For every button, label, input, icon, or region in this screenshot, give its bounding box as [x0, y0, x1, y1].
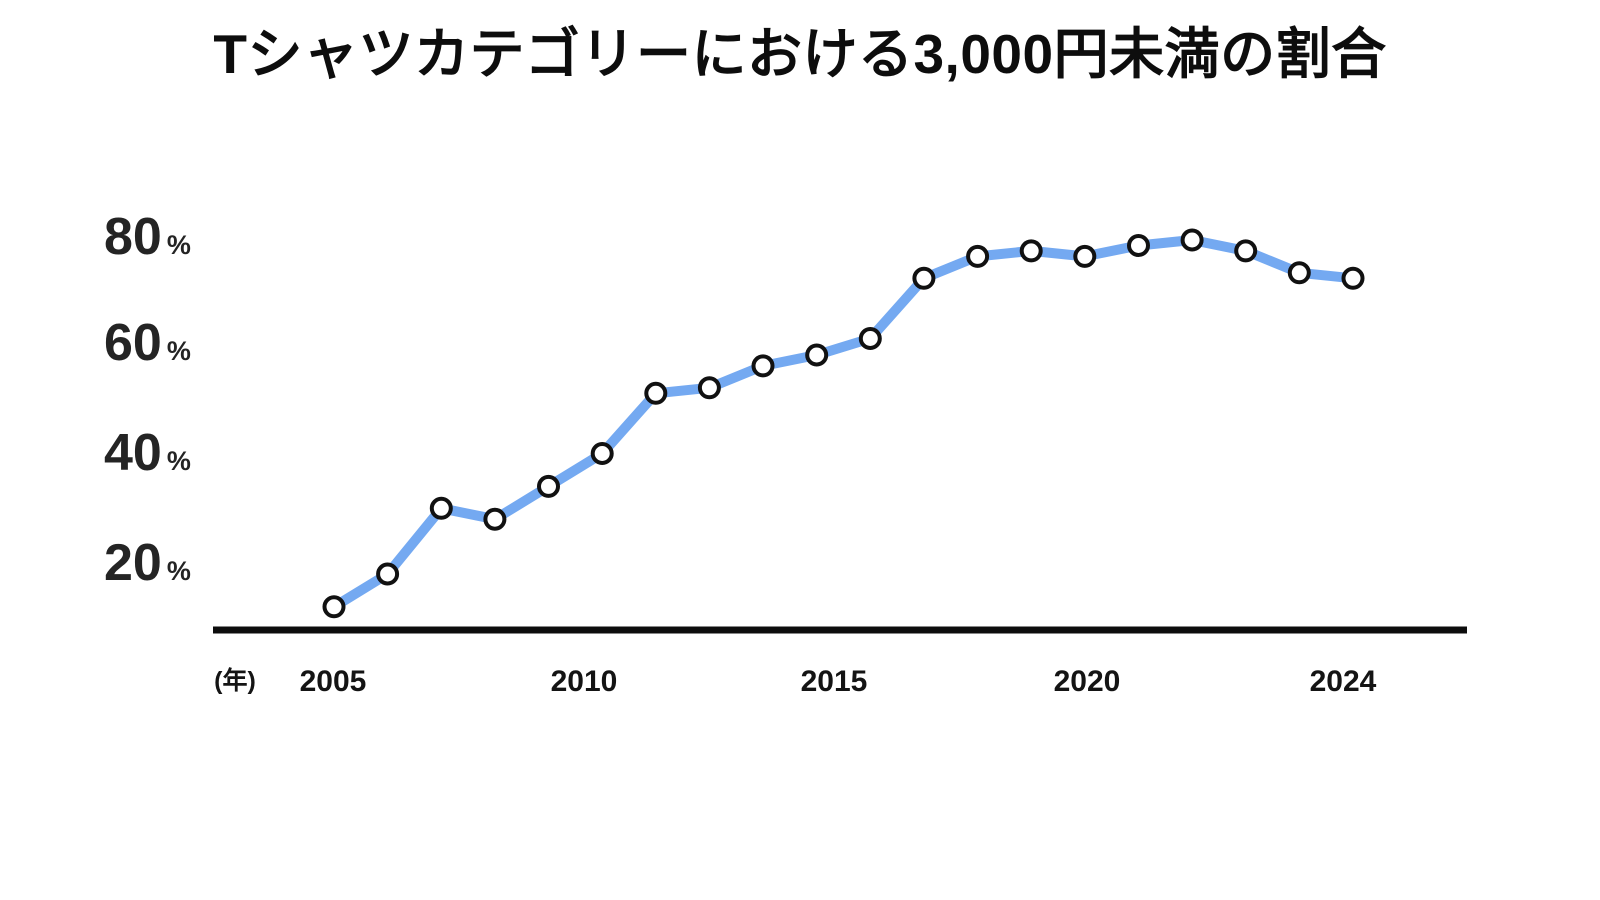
data-point-marker: [1287, 261, 1311, 285]
data-point-marker: [1073, 244, 1097, 268]
data-point-marker: [322, 595, 346, 619]
data-point-marker: [1180, 228, 1204, 252]
y-tick-number: 60: [104, 314, 162, 372]
data-point-marker: [1341, 266, 1365, 290]
data-point-marker: [1234, 239, 1258, 263]
y-tick-number: 40: [104, 424, 162, 482]
y-tick-number: 20: [104, 534, 162, 592]
x-tick-2015: 2015: [800, 665, 868, 698]
data-point-marker: [1019, 239, 1043, 263]
y-tick-80: 80%: [104, 211, 191, 263]
y-tick-60: 60%: [104, 317, 191, 369]
data-point-marker: [751, 354, 775, 378]
line-series: [329, 235, 1358, 612]
data-point-marker: [858, 327, 882, 350]
data-point-marker: [590, 442, 614, 465]
y-tick-20: 20%: [104, 537, 191, 589]
percent-sign: %: [166, 336, 191, 366]
percent-sign: %: [166, 556, 191, 586]
x-tick-2020: 2020: [1053, 665, 1121, 698]
data-point-marker: [912, 266, 936, 290]
x-tick-2010: 2010: [550, 665, 618, 698]
chart-title: Tシャツカテゴリーにおける3,000円未満の割合: [213, 23, 1387, 85]
data-point-marker: [376, 562, 400, 586]
data-point-marker: [1127, 234, 1150, 257]
percent-sign: %: [166, 230, 191, 260]
y-tick-40: 40%: [104, 427, 191, 479]
data-point-marker: [429, 496, 453, 520]
x-tick-2024: 2024: [1309, 665, 1377, 698]
data-point-marker: [537, 474, 560, 498]
data-point-marker: [966, 244, 990, 268]
y-tick-number: 80: [104, 208, 162, 266]
percent-sign: %: [166, 446, 191, 476]
data-point-marker: [483, 507, 507, 531]
x-tick-2005: 2005: [299, 665, 367, 698]
data-point-marker: [697, 376, 721, 400]
x-axis-unit-label: (年): [214, 667, 256, 695]
data-point-marker: [644, 381, 668, 405]
data-point-marker: [805, 343, 829, 367]
